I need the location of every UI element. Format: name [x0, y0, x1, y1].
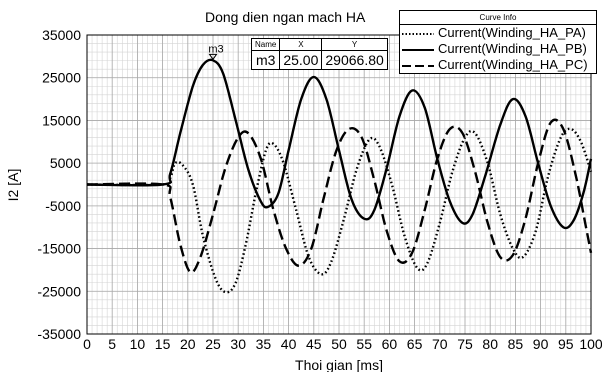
x-tick-label: 30 [230, 336, 246, 352]
legend: Curve Info Current(Winding_HA_PA) Curren… [399, 10, 597, 74]
x-tick-label: 15 [155, 336, 171, 352]
legend-label-pb: Current(Winding_HA_PB) [438, 41, 587, 56]
x-tick-label: 65 [407, 336, 423, 352]
y-tick-label: 25000 [42, 70, 81, 86]
x-tick-label: 20 [180, 336, 196, 352]
legend-swatch-solid [402, 49, 434, 51]
x-tick-label: 0 [83, 336, 91, 352]
y-tick-labels: 35000 25000 15000 5000 -5000 -15000 -25000 -350… [37, 27, 81, 342]
x-tick-label: 25 [205, 336, 221, 352]
x-tick-label: 55 [356, 336, 372, 352]
x-tick-label: 50 [331, 336, 347, 352]
x-tick-label: 80 [482, 336, 498, 352]
legend-label-pc: Current(Winding_HA_PC) [438, 57, 588, 72]
y-tick-label: 5000 [50, 155, 81, 171]
y-tick-label: -15000 [37, 241, 81, 257]
x-tick-label: 5 [108, 336, 116, 352]
marker-name: m3 [250, 50, 281, 70]
y-tick-label: -5000 [45, 198, 81, 214]
legend-swatch-dashed [402, 65, 434, 67]
legend-item-pa: Current(Winding_HA_PA) [400, 25, 596, 41]
x-tick-label: 90 [533, 336, 549, 352]
marker-triangle-icon [208, 53, 218, 61]
series-line-dashed [86, 118, 593, 274]
series-lines [86, 58, 593, 294]
marker-table: Name X Y m3 25.00 29066.80 [250, 38, 388, 70]
y-axis-label: I2 [A] [5, 169, 21, 202]
y-tick-label: 35000 [42, 27, 81, 43]
y-tick-label: -35000 [37, 326, 81, 342]
x-tick-label: 95 [558, 336, 574, 352]
x-tick-label: 100 [579, 336, 602, 352]
y-tick-label: 15000 [42, 112, 81, 128]
marker-point: m3 [208, 43, 224, 61]
x-axis-label: Thoi gian [ms] [295, 357, 383, 372]
marker-point-label: m3 [208, 43, 223, 55]
chart-title: Dong dien ngan mach HA [205, 9, 366, 25]
x-tick-label: 10 [130, 336, 146, 352]
legend-item-pc: Current(Winding_HA_PC) [400, 57, 596, 73]
marker-x-value: 25.00 [279, 50, 323, 70]
marker-y-value: 29066.80 [321, 50, 388, 70]
x-tick-label: 70 [432, 336, 448, 352]
x-tick-label: 45 [306, 336, 322, 352]
legend-item-pb: Current(Winding_HA_PB) [400, 41, 596, 57]
x-tick-labels: 0 5 10 15 20 25 30 35 40 45 50 55 60 65 70 75 80 85 90 95 10… [83, 336, 602, 352]
x-tick-label: 35 [256, 336, 272, 352]
legend-swatch-dotted [402, 33, 434, 35]
plot-frame [86, 34, 592, 335]
marker-header-name: Name [250, 38, 281, 51]
y-tick-label: -25000 [37, 283, 81, 299]
legend-label-pa: Current(Winding_HA_PA) [438, 25, 586, 40]
x-tick-label: 85 [508, 336, 524, 352]
series-line-solid [86, 58, 593, 230]
x-tick-label: 75 [457, 336, 473, 352]
marker-header-y: Y [321, 38, 388, 51]
x-tick-label: 40 [281, 336, 297, 352]
legend-title: Curve Info [400, 11, 596, 25]
x-tick-label: 60 [382, 336, 398, 352]
marker-header-x: X [279, 38, 323, 51]
